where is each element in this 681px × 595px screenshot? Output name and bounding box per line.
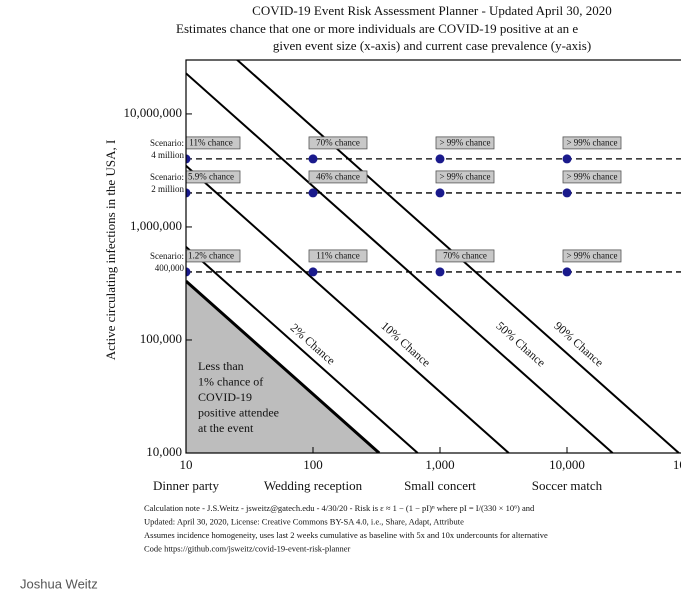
scenario-label: Scenario: bbox=[150, 172, 184, 182]
footnote: Calculation note - J.S.Weitz - jsweitz@g… bbox=[144, 503, 535, 513]
chance-box bbox=[435, 136, 495, 150]
footnote: Updated: April 30, 2020, License: Creati… bbox=[144, 516, 464, 526]
scenario-name: 2 million bbox=[151, 184, 184, 194]
y-tick-label: 1,000,000 bbox=[130, 218, 182, 233]
scenario-marker bbox=[562, 154, 572, 164]
event-label: Soccer match bbox=[532, 478, 603, 493]
y-axis-label: Active circulating infections in the USA… bbox=[103, 140, 118, 361]
risk-line bbox=[186, 165, 510, 453]
chance-label: 46% chance bbox=[316, 171, 360, 181]
x-tick-label: 10 bbox=[180, 457, 193, 472]
risk-boundary-line bbox=[186, 279, 381, 453]
chance-box bbox=[308, 136, 368, 150]
scenario-marker bbox=[308, 267, 318, 277]
region-text: COVID-19 bbox=[198, 390, 252, 404]
y-tick-label: 100,000 bbox=[140, 331, 182, 346]
scenario-marker bbox=[186, 267, 191, 277]
chance-box bbox=[186, 249, 241, 263]
chance-box bbox=[186, 170, 241, 184]
chance-box bbox=[186, 136, 241, 150]
region-text: Less than bbox=[198, 359, 244, 373]
x-tick-label: 1,000 bbox=[425, 457, 454, 472]
chance-box bbox=[308, 249, 368, 263]
scenario-marker bbox=[435, 154, 445, 164]
event-label: Dinner party bbox=[153, 478, 220, 493]
chart-subtitle: Estimates chance that one or more indivi… bbox=[176, 21, 578, 36]
chance-label: 1.2% chance bbox=[188, 250, 234, 260]
scenario-marker bbox=[308, 154, 318, 164]
footnote: Code https://github.com/jsweitz/covid-19… bbox=[144, 543, 350, 553]
author: Joshua Weitz bbox=[20, 576, 98, 591]
region-text: 1% chance of bbox=[198, 374, 263, 388]
line-label: 90% Chance bbox=[551, 319, 606, 370]
scenario-marker bbox=[186, 188, 191, 198]
chance-label: > 99% chance bbox=[566, 250, 617, 260]
chance-box bbox=[308, 170, 368, 184]
risk-line bbox=[186, 246, 419, 453]
chart-title: COVID-19 Event Risk Assessment Planner -… bbox=[252, 3, 612, 18]
y-tick-label: 10,000 bbox=[146, 444, 182, 459]
region-text: at the event bbox=[198, 421, 254, 435]
scenario-name: 4 million bbox=[151, 150, 184, 160]
x-tick-label: 10,000 bbox=[549, 457, 585, 472]
chance-label: 11% chance bbox=[316, 250, 359, 260]
x-tick-label: 100,000 bbox=[673, 457, 681, 472]
chance-label: > 99% chance bbox=[566, 137, 617, 147]
footnote: Assumes incidence homogeneity, uses last… bbox=[144, 530, 548, 540]
risk-line bbox=[186, 72, 614, 453]
chance-box bbox=[562, 249, 622, 263]
event-label: Wedding reception bbox=[264, 478, 363, 493]
scenario-label: Scenario: bbox=[150, 138, 184, 148]
scenario-marker bbox=[186, 154, 191, 164]
plot-area: 11% chance 70% chance > 99% chance > 99% ch… bbox=[186, 60, 681, 453]
scenario-marker bbox=[435, 188, 445, 198]
chance-label: 70% chance bbox=[316, 137, 360, 147]
chance-label: 5.9% chance bbox=[188, 171, 234, 181]
chance-label: > 99% chance bbox=[566, 171, 617, 181]
y-tick-label: 10,000,000 bbox=[124, 105, 183, 120]
scenario-marker bbox=[308, 188, 318, 198]
chance-label: 70% chance bbox=[443, 250, 487, 260]
chart-subtitle: given event size (x-axis) and current ca… bbox=[273, 38, 591, 53]
scenario-label: Scenario: bbox=[150, 251, 184, 261]
scenario-marker bbox=[562, 267, 572, 277]
chance-box bbox=[562, 136, 622, 150]
risk-line bbox=[235, 60, 680, 453]
chance-label: > 99% chance bbox=[439, 137, 490, 147]
scenario-marker bbox=[562, 188, 572, 198]
chance-label: > 99% chance bbox=[439, 171, 490, 181]
x-tick-label: 100 bbox=[303, 457, 323, 472]
line-label: 50% Chance bbox=[493, 319, 548, 370]
chance-box bbox=[435, 170, 495, 184]
chance-box bbox=[562, 170, 622, 184]
event-label: Small concert bbox=[404, 478, 476, 493]
region-text: positive attendee bbox=[198, 405, 279, 419]
scenario-marker bbox=[435, 267, 445, 277]
chance-label: 11% chance bbox=[189, 137, 232, 147]
chance-box bbox=[435, 249, 495, 263]
scenario-name: 400,000 bbox=[155, 263, 185, 273]
